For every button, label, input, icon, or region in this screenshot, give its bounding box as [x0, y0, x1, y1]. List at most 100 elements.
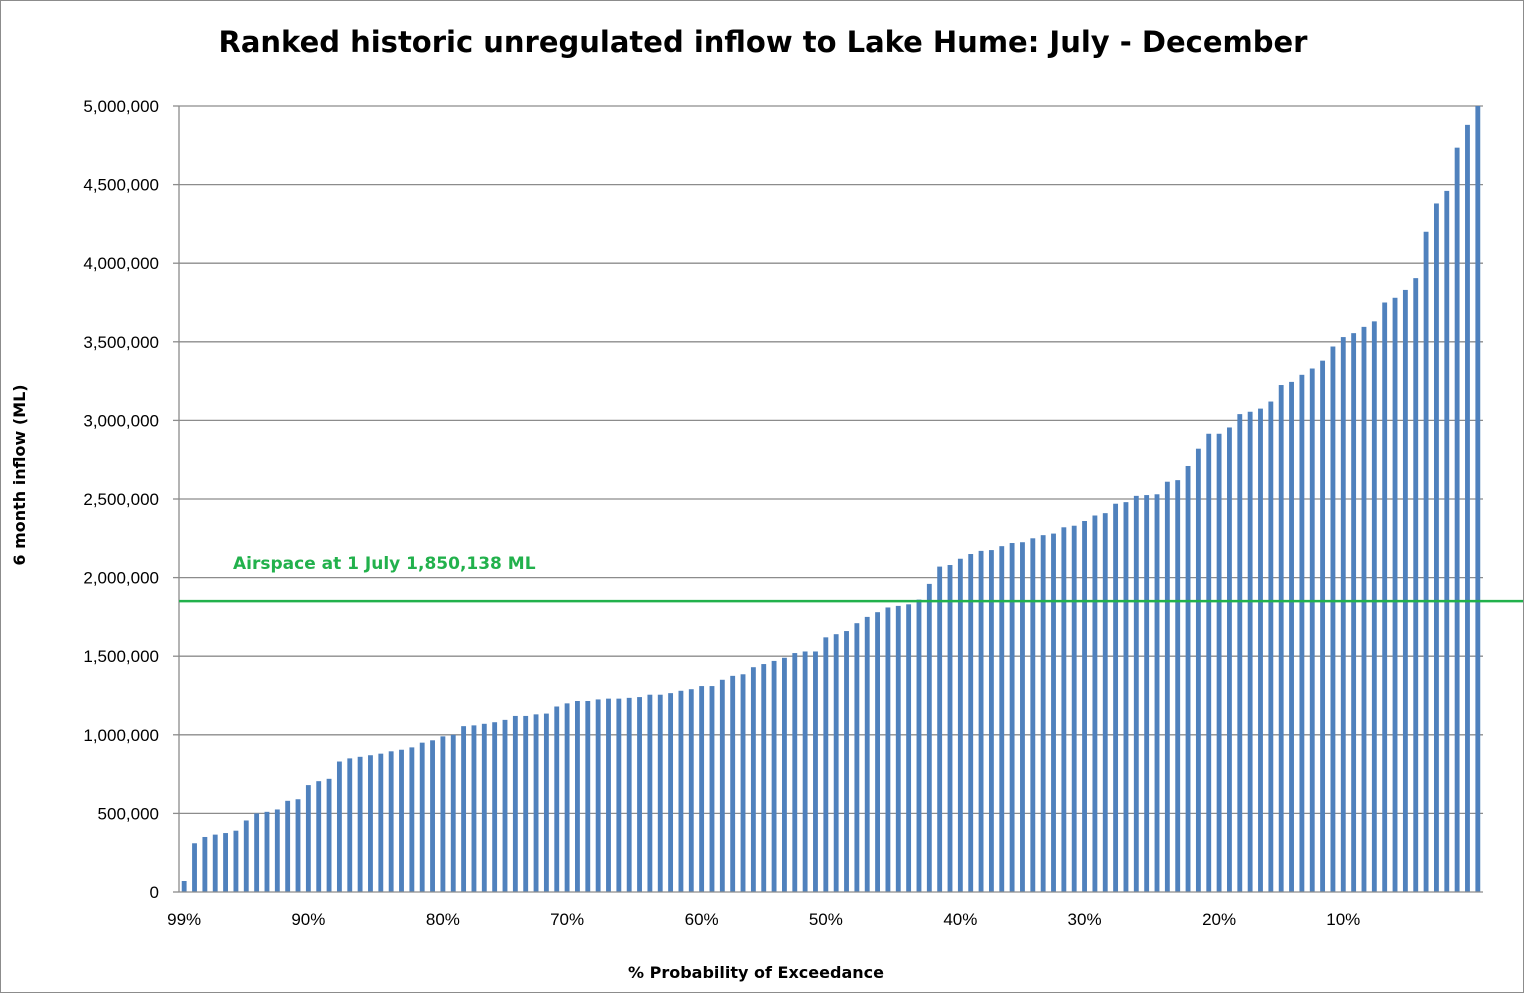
bar [1289, 381, 1294, 892]
x-tick-label: 20% [1202, 910, 1236, 929]
bar [1082, 521, 1087, 892]
x-axis-label: % Probability of Exceedance [628, 963, 884, 982]
bar [347, 758, 353, 892]
bar [1299, 374, 1305, 892]
bar [305, 785, 311, 892]
bar [1102, 513, 1108, 892]
bar [988, 550, 994, 892]
bar [937, 566, 943, 892]
x-tick-label: 30% [1068, 910, 1102, 929]
bar [854, 623, 860, 892]
bar [1227, 427, 1232, 892]
bar [1040, 535, 1046, 892]
y-tick-label: 500,000 [98, 804, 159, 823]
reference-line-group: Airspace at 1 July 1,850,138 ML [179, 554, 1523, 603]
bar [1392, 297, 1398, 892]
y-tick-label: 2,500,000 [83, 490, 159, 509]
airspace-reference-label: Airspace at 1 July 1,850,138 ML [233, 554, 536, 574]
bar [1144, 495, 1150, 892]
bar [606, 698, 611, 892]
bar [1009, 543, 1015, 892]
bar [1413, 278, 1419, 892]
gridlines [173, 105, 1483, 893]
bar [254, 813, 260, 892]
bar [471, 725, 477, 892]
bar [647, 694, 653, 892]
bar [461, 726, 467, 892]
bar [1020, 542, 1025, 892]
bar [1382, 302, 1388, 892]
bar [1444, 190, 1450, 892]
y-tick-label: 3,500,000 [83, 333, 159, 352]
y-tick-label: 2,000,000 [83, 569, 159, 588]
bar [637, 697, 642, 892]
x-tick-label: 80% [426, 910, 460, 929]
bar [440, 736, 446, 892]
bar [564, 703, 570, 892]
bar [1092, 515, 1098, 892]
bar [202, 836, 208, 892]
bar [885, 607, 891, 892]
bar [1154, 494, 1160, 892]
bar [782, 657, 787, 892]
bar [357, 756, 363, 892]
bar [1206, 433, 1212, 892]
bar [833, 634, 839, 892]
y-tick-label: 5,000,000 [83, 97, 159, 116]
bar [771, 660, 777, 892]
bar [844, 631, 849, 892]
bar [1247, 411, 1253, 892]
bar [699, 686, 705, 892]
bar [875, 612, 880, 892]
bar [1164, 481, 1170, 892]
bar [543, 713, 549, 892]
bar [616, 698, 622, 892]
bars [181, 106, 1481, 893]
x-tick-label: 50% [809, 910, 843, 929]
bar [492, 722, 498, 892]
bar [792, 653, 798, 892]
y-axis-label: 6 month inflow (ML) [10, 384, 29, 565]
bar [233, 830, 239, 892]
bar [212, 834, 218, 892]
bar [823, 637, 829, 892]
bar [523, 715, 529, 892]
bar [1423, 231, 1429, 892]
bar [709, 686, 715, 892]
bar [192, 843, 197, 892]
bar [595, 699, 601, 892]
bar [243, 820, 249, 892]
bar [399, 749, 404, 892]
bar [502, 719, 508, 892]
bar [430, 740, 435, 892]
bar [1268, 401, 1274, 892]
y-tick-label: 1,000,000 [83, 726, 159, 745]
bar [1175, 480, 1181, 892]
bar [274, 809, 280, 892]
bar [512, 715, 518, 892]
bar [326, 778, 332, 892]
bar [1123, 502, 1129, 892]
bar [802, 651, 808, 892]
bar [1340, 337, 1346, 893]
y-tick-label: 4,000,000 [83, 254, 159, 273]
bar [761, 664, 767, 892]
bar [926, 583, 932, 892]
bar [264, 811, 270, 892]
bar [1061, 527, 1067, 892]
bar [657, 694, 663, 892]
y-tick-label: 3,000,000 [83, 411, 159, 430]
x-axis-ticks: 99% 90% 80% 70% 60% 50% 40% 30% 20% 10% [167, 910, 1360, 929]
bar [1237, 414, 1243, 892]
bar [1320, 360, 1326, 892]
bar [450, 734, 456, 892]
x-tick-label: 60% [685, 910, 719, 929]
bar [678, 690, 684, 892]
x-tick-label: 10% [1326, 910, 1360, 929]
bar [1113, 503, 1119, 892]
bar [419, 742, 425, 892]
y-tick-label: 4,500,000 [83, 176, 159, 195]
axes [178, 106, 1483, 893]
bar [719, 679, 725, 892]
